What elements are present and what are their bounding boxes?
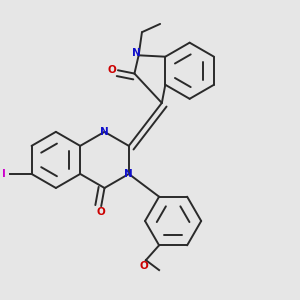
Text: O: O [140, 261, 148, 271]
Text: I: I [2, 169, 6, 179]
Text: N: N [100, 127, 109, 137]
Text: O: O [97, 207, 106, 217]
Text: N: N [124, 169, 133, 179]
Text: O: O [108, 64, 116, 75]
Text: N: N [132, 48, 140, 58]
